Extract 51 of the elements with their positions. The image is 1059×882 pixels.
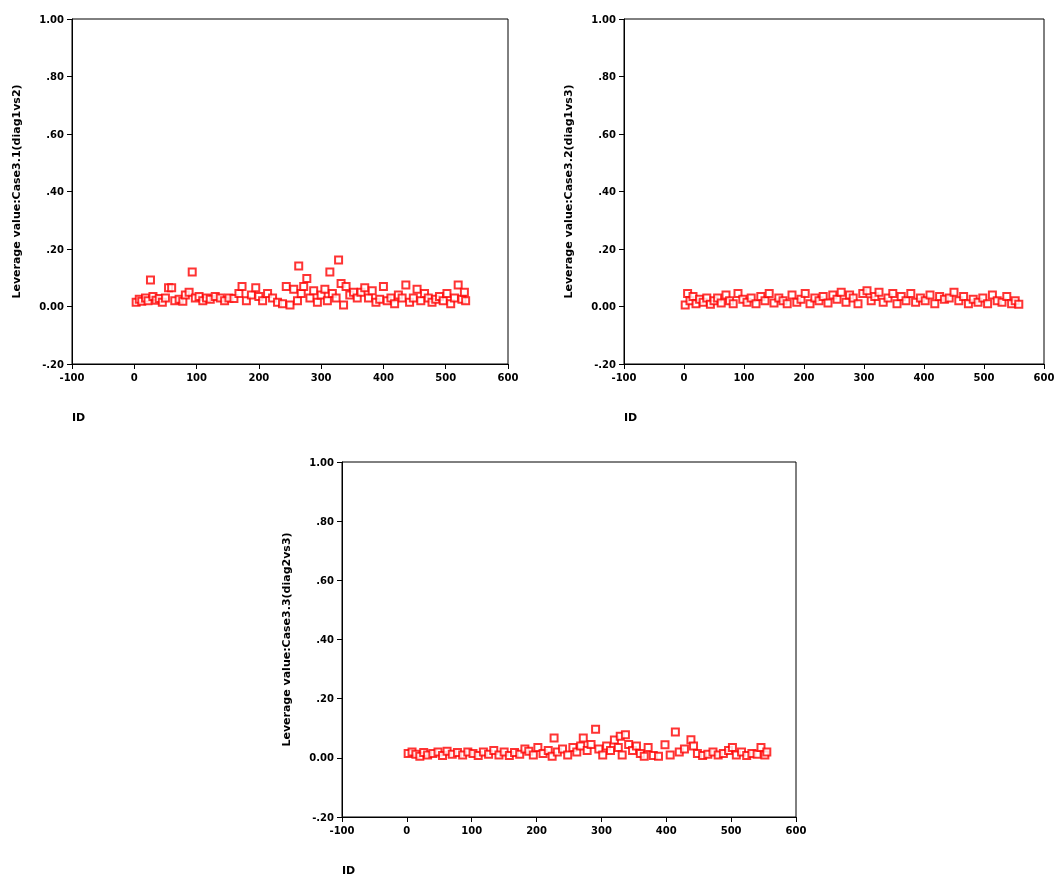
y-tick-label: .20 [316,693,335,705]
x-tick-label: 100 [461,824,483,836]
y-tick-label: 1.00 [309,456,335,468]
y-tick-label: -.20 [312,811,335,823]
x-tick-label: 600 [497,371,519,383]
y-tick-label: 0.00 [591,301,617,312]
y-tick-label: -.20 [594,358,617,370]
x-tick-label: -100 [59,371,85,383]
y-tick-label: .20 [46,243,65,255]
x-axis-title: ID [624,411,638,424]
y-tick-label: .80 [598,71,617,82]
y-tick-label: .40 [46,186,65,197]
y-axis-title: Leverage value:Case3.1(diag1vs2) [10,84,23,299]
x-tick-label: 400 [913,371,935,383]
y-tick-label: .60 [598,128,617,140]
y-tick-label: .20 [598,243,617,255]
x-tick-label: 100 [186,371,208,383]
y-axis-title: Leverage value:Case3.2(diag1vs3) [562,84,575,299]
x-tick-label: 0 [403,824,411,836]
y-tick-label: .60 [316,574,335,586]
x-tick-label: 200 [526,824,548,836]
x-tick-label: 300 [310,371,332,383]
x-tick-label: 400 [372,371,394,383]
x-axis-title: ID [342,864,356,877]
y-tick-label: .80 [46,71,65,82]
x-tick-label: 500 [973,371,995,383]
y-tick-label: 0.00 [39,301,65,312]
x-tick-label: 0 [130,371,138,383]
y-tick-label: .40 [598,186,617,197]
x-tick-label: -100 [611,371,637,383]
x-tick-label: 500 [435,371,457,383]
x-tick-label: 500 [720,824,742,836]
x-tick-label: 300 [853,371,875,383]
x-tick-label: 300 [590,824,612,836]
x-tick-label: 600 [1033,371,1055,383]
x-tick-label: -100 [329,824,355,836]
y-axis-title: Leverage value:Case3.3(diag2vs3) [280,532,293,747]
y-tick-label: .60 [46,128,65,140]
y-tick-label: .40 [316,634,335,645]
y-tick-label: 1.00 [591,13,617,25]
x-tick-label: 200 [248,371,270,383]
x-tick-label: 100 [733,371,755,383]
y-tick-label: 0.00 [309,752,335,764]
x-tick-label: 200 [793,371,815,383]
y-tick-label: -.20 [42,358,65,370]
y-tick-label: .80 [316,515,335,527]
y-tick-label: 1.00 [39,13,65,25]
x-axis-title: ID [72,411,86,424]
x-tick-label: 0 [680,371,688,383]
x-tick-label: 400 [655,824,677,836]
x-tick-label: 600 [785,824,807,836]
